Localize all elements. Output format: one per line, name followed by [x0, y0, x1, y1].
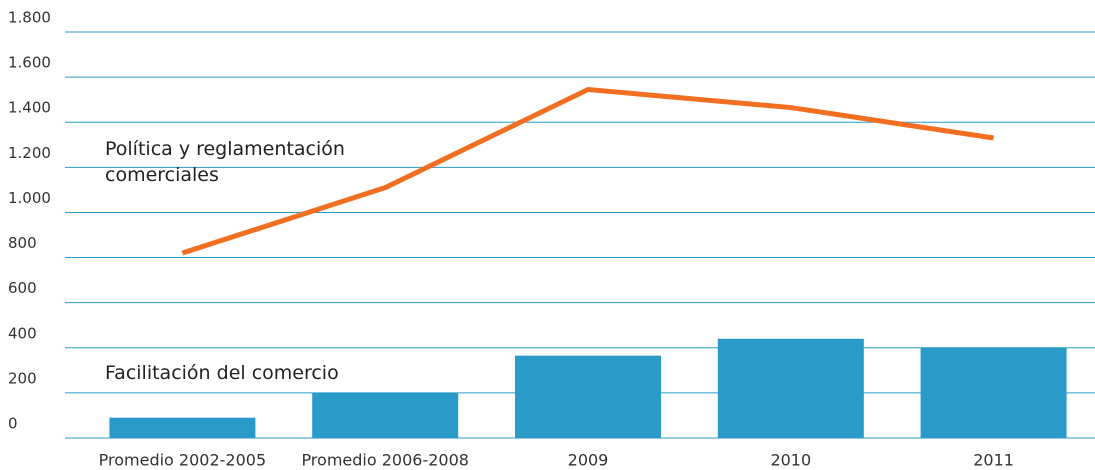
- y-tick-label: 600: [8, 279, 37, 297]
- bar: [514, 355, 662, 438]
- bar: [312, 392, 459, 438]
- bar: [109, 417, 256, 438]
- y-tick-label: 1.600: [8, 54, 51, 72]
- line: [181, 86, 994, 256]
- x-tick-label: Promedio 2006-2008: [301, 451, 469, 470]
- bar: [920, 347, 1067, 438]
- y-tick-label: 800: [8, 234, 37, 252]
- y-tick-label: 200: [8, 369, 37, 387]
- x-tick-label: 2009: [568, 451, 609, 470]
- y-tick-label: 1.800: [8, 9, 51, 27]
- y-tick-label: 1.200: [8, 144, 51, 162]
- series-label: Facilitación del comercio: [105, 362, 339, 384]
- y-tick-label: 0: [8, 415, 18, 433]
- y-tick-label: 1.000: [8, 189, 51, 207]
- series-label: Política y reglamentación comerciales: [105, 138, 345, 186]
- y-tick-label: 400: [8, 324, 37, 342]
- x-tick-label: 2010: [770, 451, 811, 470]
- y-tick-label: 1.400: [8, 99, 51, 117]
- bar: [717, 338, 864, 438]
- x-tick-label: Promedio 2002-2005: [99, 451, 267, 470]
- x-tick-label: 2011: [973, 451, 1014, 470]
